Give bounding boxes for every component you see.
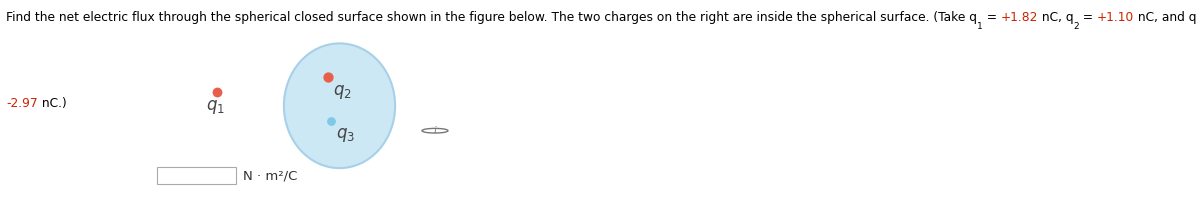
Text: Find the net electric flux through the spherical closed surface shown in the fig: Find the net electric flux through the s… <box>6 11 977 24</box>
Point <box>208 91 227 94</box>
Text: =: = <box>1079 11 1097 24</box>
Text: $q_2$: $q_2$ <box>332 83 352 101</box>
FancyBboxPatch shape <box>157 167 236 184</box>
Text: N · m²/C: N · m²/C <box>243 169 298 182</box>
Text: $q_3$: $q_3$ <box>336 126 354 144</box>
Text: 2: 2 <box>1074 22 1079 31</box>
Text: 1: 1 <box>977 22 983 31</box>
Text: =: = <box>983 11 1001 24</box>
Text: nC, and q: nC, and q <box>1134 11 1196 24</box>
Point <box>319 76 338 79</box>
Text: nC.): nC.) <box>37 97 66 110</box>
Text: $q_1$: $q_1$ <box>206 98 225 116</box>
Point <box>322 119 341 122</box>
Text: nC, q: nC, q <box>1038 11 1074 24</box>
Text: +1.82: +1.82 <box>1001 11 1038 24</box>
Text: +1.10: +1.10 <box>1097 11 1134 24</box>
Ellipse shape <box>283 43 395 168</box>
Text: i: i <box>433 126 437 135</box>
Text: -2.97: -2.97 <box>6 97 37 110</box>
